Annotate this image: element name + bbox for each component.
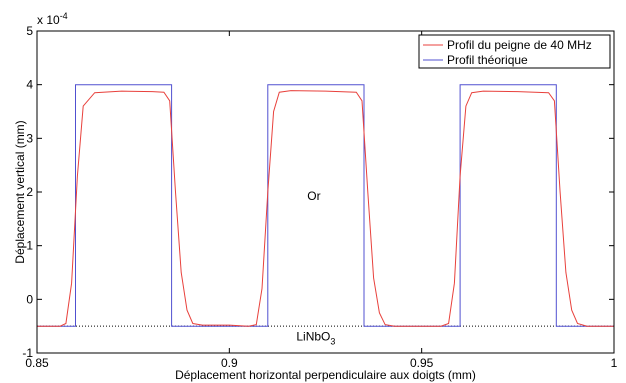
y-axis-multiplier: x 10-4 bbox=[37, 11, 68, 27]
plot-frame bbox=[36, 30, 615, 354]
legend-label-theoretical: Profil théorique bbox=[447, 53, 528, 67]
y-tick-label: 1 bbox=[26, 239, 33, 253]
x-tick-label: 0.95 bbox=[410, 356, 434, 370]
series-measured-profile bbox=[37, 90, 614, 327]
y-tick-label: 4 bbox=[26, 78, 33, 92]
series-theoretical-profile bbox=[37, 84, 614, 327]
x-tick-label: 1 bbox=[611, 356, 618, 370]
y-tick-label: -1 bbox=[22, 346, 33, 360]
annotation-or: Or bbox=[307, 189, 320, 203]
x-axis-label: Déplacement horizontal perpendiculaire a… bbox=[175, 368, 476, 382]
legend: Profil du peigne de 40 MHz Profil théori… bbox=[418, 34, 611, 69]
annotation-substrate-subscript: 3 bbox=[330, 337, 335, 347]
x-tick-label: 0.9 bbox=[221, 356, 238, 370]
legend-label-measured: Profil du peigne de 40 MHz bbox=[447, 38, 592, 52]
x-tick-labels: 0.85 0.9 0.95 1 bbox=[25, 356, 617, 370]
y-tick-labels: -1 0 1 2 3 4 5 bbox=[22, 24, 33, 360]
annotation-substrate: LiNbO3 bbox=[296, 330, 335, 347]
y-tick-label: 3 bbox=[26, 131, 33, 145]
annotation-substrate-name: LiNbO bbox=[296, 330, 330, 344]
y-axis-label: Déplacement vertical (mm) bbox=[13, 120, 27, 263]
y-multiplier-exponent: -4 bbox=[60, 11, 68, 21]
x-tick-label: 0.85 bbox=[25, 356, 49, 370]
y-tick-label: 0 bbox=[26, 292, 33, 306]
axis-ticks bbox=[36, 30, 615, 354]
legend-box bbox=[418, 34, 611, 69]
y-tick-label: 5 bbox=[26, 24, 33, 38]
y-tick-label: 2 bbox=[26, 185, 33, 199]
series-group bbox=[37, 84, 614, 327]
y-multiplier-base: x 10 bbox=[37, 13, 60, 27]
